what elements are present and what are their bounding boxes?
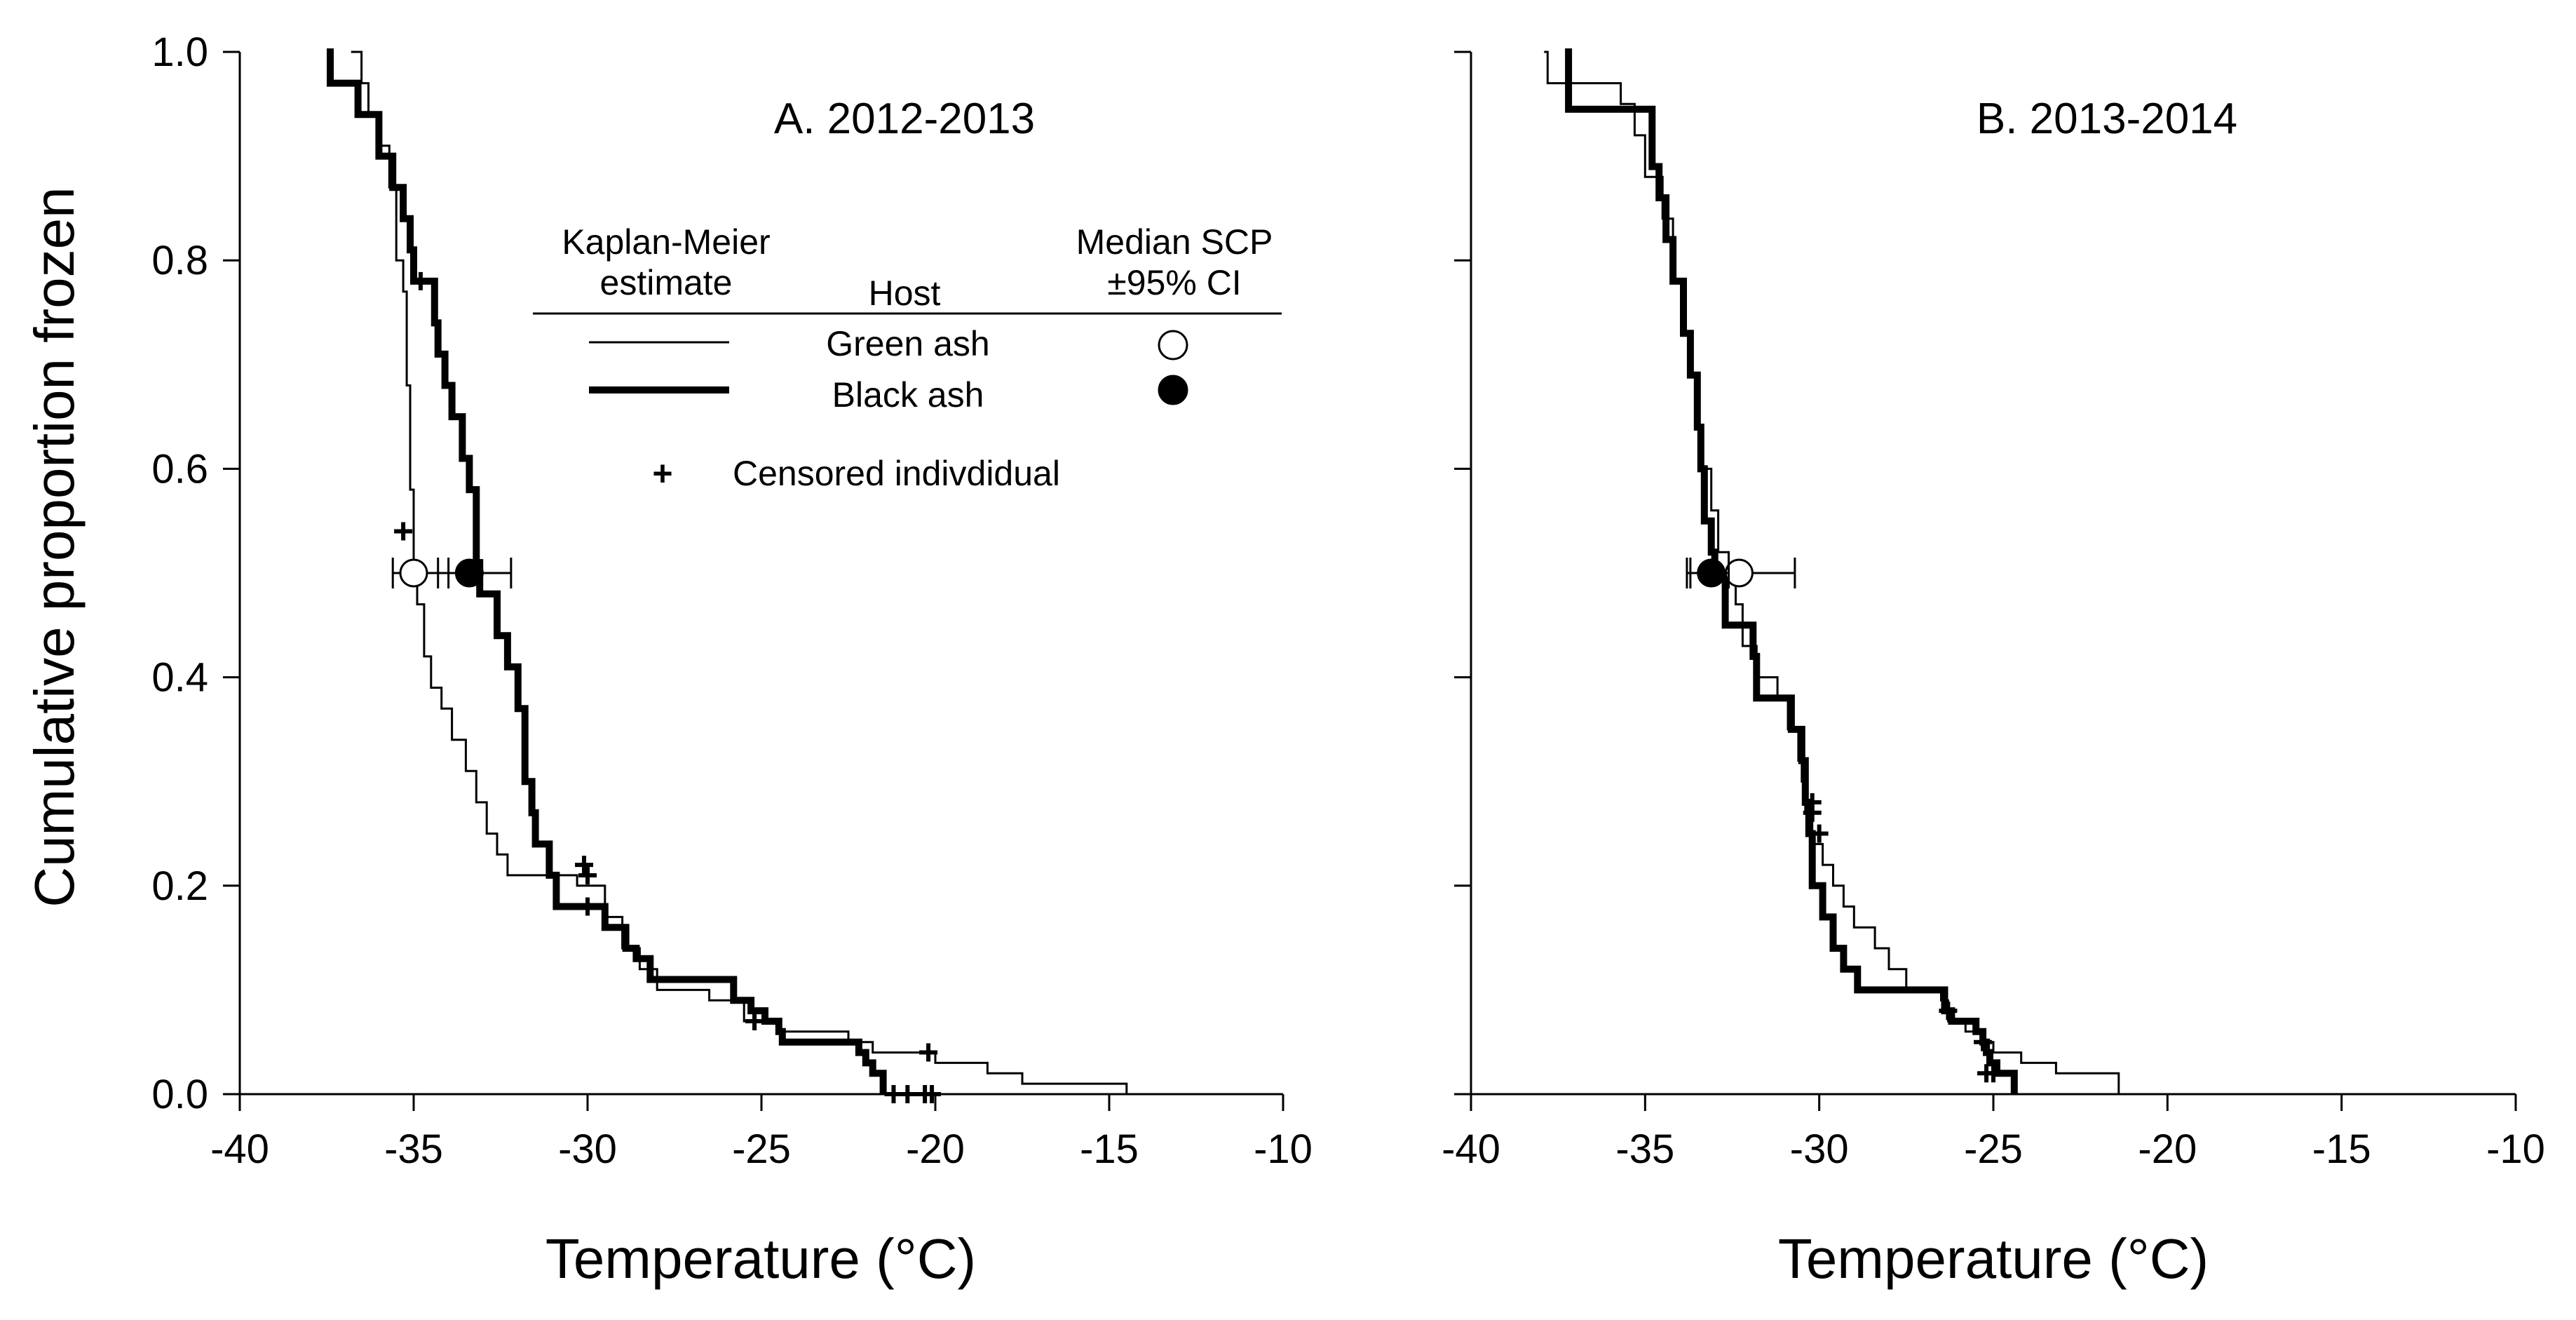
panel-a: 0.00.20.40.60.81.0-40 -35 -30 -25 -20 -15 -10 … <box>151 29 1313 1290</box>
panel-a-y-tick-label: 1.0 <box>151 29 208 75</box>
panel-a-title: A. 2012-2013 <box>774 95 1035 143</box>
panel-a-x-tick-label: -40 <box>210 1126 269 1172</box>
panel-a-x-tick-label: -15 <box>1080 1126 1139 1172</box>
panel-b-black-ash-censored-mark <box>1984 1064 2002 1083</box>
panel-b-green-ash-median-marker <box>1724 558 1754 588</box>
panel-a-y-tick-label: 0.2 <box>151 863 208 909</box>
panel-b-x-tick-label: -30 <box>1790 1126 1849 1172</box>
legend-header-estimate-line2: estimate <box>600 263 733 302</box>
panel-a-black-ash-censored-mark <box>578 897 597 916</box>
panel-a-x-axis-label: Temperature (°C) <box>545 1227 976 1290</box>
panel-b-black-ash-censored-mark <box>1803 803 1822 822</box>
panel-a-y-tick-label: 0.8 <box>151 238 208 283</box>
legend-black-marker <box>1158 375 1188 405</box>
legend-header-median-line2: ±95% CI <box>1107 263 1241 302</box>
panel-a-green-ash-median-marker <box>399 558 428 588</box>
panel-a-y-tick-label: 0.4 <box>151 655 208 701</box>
legend-green-marker <box>1158 330 1188 361</box>
panel-a-black-ash-censored-mark <box>919 1043 938 1062</box>
panel-b-x-tick-label: -35 <box>1615 1126 1674 1172</box>
panel-b-title: B. 2013-2014 <box>1977 95 2237 143</box>
panel-a-black-ash-km-curve <box>327 48 887 1094</box>
panel-b-x-tick-label: -25 <box>1964 1126 2023 1172</box>
panel-a-black-ash-censored-mark <box>575 856 594 875</box>
legend-green-label: Green ash <box>826 324 989 363</box>
panel-a-black-ash-median-marker <box>454 558 484 588</box>
panel-a-plot: 0.0 0.2 0.4 0.6 0.8 1.0 -40 -35 -30 -25 -20 -15 -10 <box>151 29 1313 1172</box>
panel-b-plot: -40 -35 -30 -25 -20 -15 -10 <box>1442 48 2545 1172</box>
panel-b-x-tick-label: -10 <box>2486 1126 2545 1172</box>
legend-header-median-line1: Median SCP <box>1076 222 1273 262</box>
panel-b-black-ash-censored-mark <box>1974 1032 1993 1051</box>
panel-b-black-ash-km-curve <box>1565 48 2018 1094</box>
panel-a-black-ash-censored-mark <box>745 1011 764 1030</box>
panel-a-green-ash-km-curve <box>351 50 1128 1094</box>
y-axis-label: Cumulative proportion frozen <box>23 187 86 907</box>
panel-b-x-tick-label: -40 <box>1442 1126 1500 1172</box>
panel-a-x-tick-label: -25 <box>732 1126 791 1172</box>
legend-censor-label: Censored indivdidual <box>733 454 1060 493</box>
legend-header-host: Host <box>869 274 941 313</box>
legend-black-label: Black ash <box>832 375 984 415</box>
panel-b-black-ash-median-marker <box>1697 558 1726 588</box>
panel-a-x-tick-label: -20 <box>906 1126 965 1172</box>
panel-a-green-ash-censored-mark <box>394 522 413 541</box>
panel-a-x-tick-label: -30 <box>558 1126 617 1172</box>
panel-b: -40 -35 -30 -25 -20 -15 -10 B. 2013-2014 Tempe… <box>1442 48 2545 1290</box>
legend-header-estimate-line1: Kaplan-Meier <box>562 222 770 262</box>
legend-censor-symbol: + <box>652 454 672 493</box>
legend: Kaplan-Meier estimate Host Median SCP ±9… <box>533 222 1282 493</box>
panel-a-green-ash-censored-mark <box>578 866 597 884</box>
panel-a-black-ash-censored-mark <box>923 1085 942 1103</box>
panel-a-green-ash-censored-mark <box>898 1085 917 1103</box>
panel-a-y-tick-label: 0.0 <box>151 1072 208 1117</box>
panel-b-x-axis-label: Temperature (°C) <box>1778 1227 2209 1290</box>
panel-b-x-tick-label: -20 <box>2138 1126 2197 1172</box>
panel-a-y-tick-label: 0.6 <box>151 446 208 492</box>
panel-b-x-tick-label: -15 <box>2312 1126 2371 1172</box>
panel-a-x-tick-label: -10 <box>1254 1126 1313 1172</box>
panel-a-x-tick-label: -35 <box>384 1126 443 1172</box>
